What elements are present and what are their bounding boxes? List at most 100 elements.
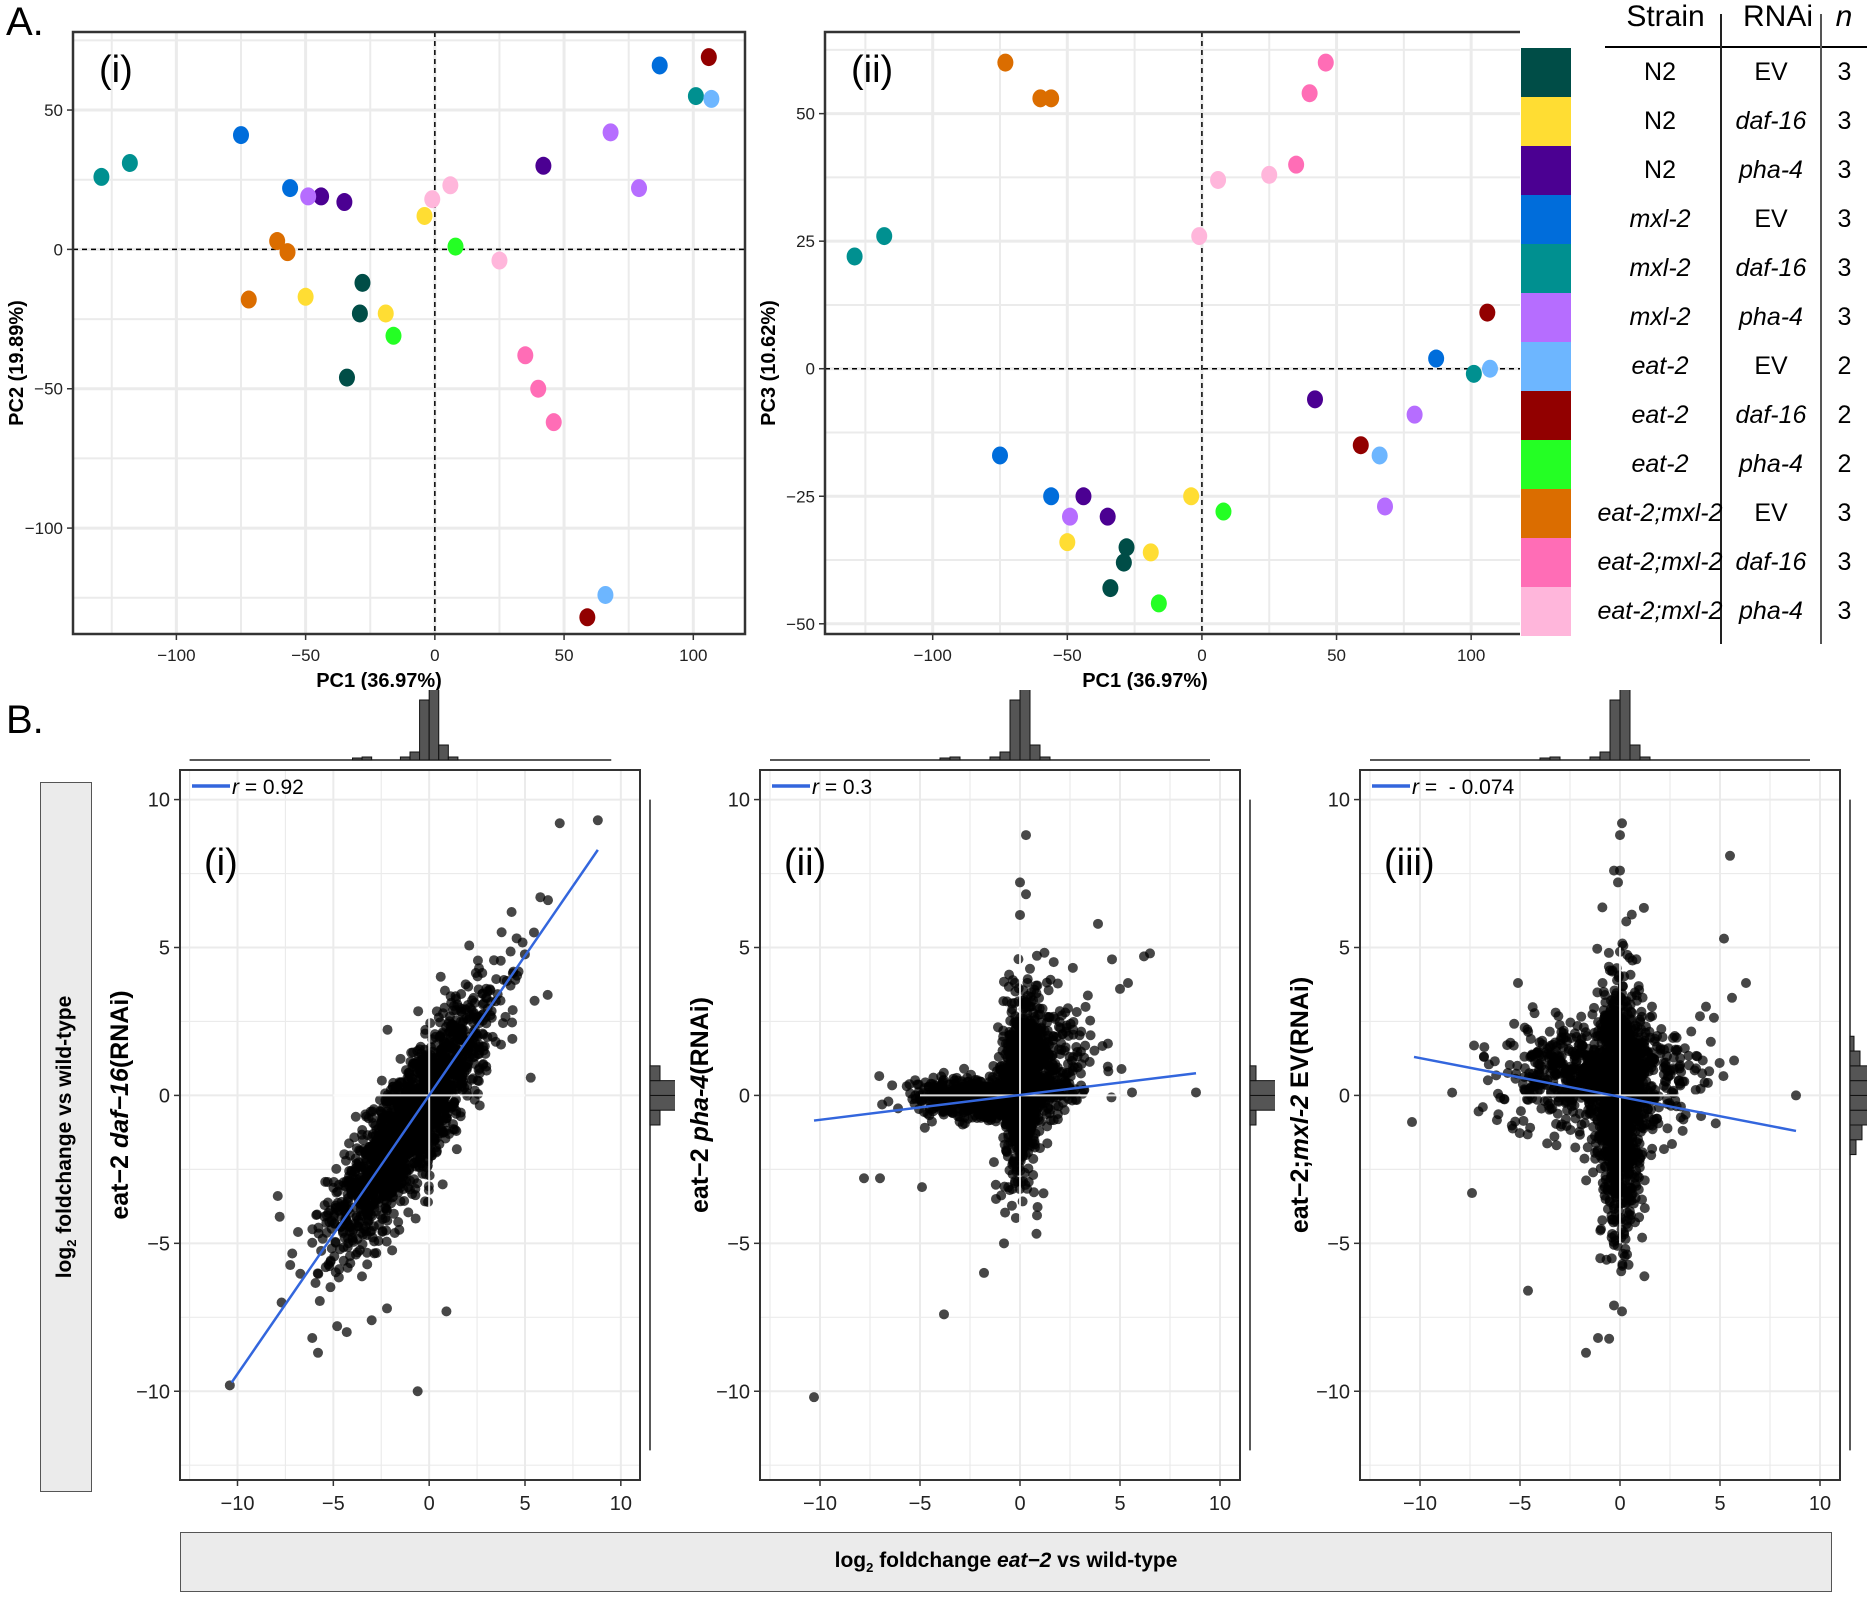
data-point (1031, 950, 1042, 961)
data-point (1579, 1118, 1590, 1129)
data-point-outlier (1015, 877, 1025, 888)
pca-point (997, 53, 1014, 72)
data-point (946, 1106, 957, 1117)
data-point (1000, 1207, 1011, 1218)
data-point (1102, 1061, 1113, 1072)
regression-line (813, 1071, 1197, 1122)
pca-point (336, 193, 353, 212)
y-axis-title: eat−2 daf−16(RNAi) (106, 990, 134, 1219)
data-point (1609, 985, 1620, 996)
data-point (464, 940, 475, 951)
panel-b-label: B. (6, 698, 44, 742)
data-point (456, 1007, 467, 1018)
data-point (379, 1176, 390, 1187)
data-point-outlier (1021, 830, 1031, 841)
legend-strain-cell: eat-2 (1631, 401, 1689, 429)
pca-point (631, 179, 648, 198)
data-point (367, 1131, 378, 1142)
data-point (1028, 1187, 1039, 1198)
data-point (358, 1144, 369, 1155)
data-point-outlier (1139, 951, 1149, 962)
shared-y-axis-title-strip: log2 foldchange vs wild-type (40, 782, 92, 1492)
legend-rnai-cell: pha-4 (1739, 156, 1803, 184)
data-point (1031, 988, 1042, 999)
data-point (1106, 1092, 1117, 1103)
data-point (1033, 1056, 1044, 1067)
data-point (437, 1179, 448, 1190)
y-axis-title-part: (RNAi) (106, 990, 134, 1068)
data-point (1551, 1140, 1562, 1151)
data-point (505, 946, 516, 957)
data-point (1076, 1059, 1087, 1070)
data-point (1045, 1104, 1056, 1115)
data-point (507, 1017, 518, 1028)
pca-point (1406, 405, 1423, 424)
data-point-outlier (474, 963, 484, 974)
data-point (311, 1210, 322, 1221)
data-point (383, 1130, 394, 1141)
data-point (1072, 1046, 1083, 1057)
data-point-outlier (313, 1347, 323, 1358)
legend-rnai-cell: pha-4 (1739, 303, 1803, 331)
data-point (459, 1067, 470, 1078)
panel-sublabel: (i) (204, 842, 238, 884)
data-point (410, 1161, 421, 1172)
data-point (1031, 1228, 1042, 1239)
pca-point (1115, 553, 1132, 572)
data-point (990, 1179, 1001, 1190)
data-point-outlier (859, 1173, 869, 1184)
data-point (1621, 916, 1632, 927)
data-point (370, 1120, 381, 1131)
data-point (1080, 1001, 1091, 1012)
data-point (387, 1245, 398, 1256)
data-point (331, 1163, 342, 1174)
data-point (445, 1033, 456, 1044)
top-histogram-bar (989, 756, 1001, 761)
pca-point (1288, 155, 1305, 174)
data-point (1033, 1025, 1044, 1036)
pca-point (1428, 349, 1445, 368)
legend-divider-1 (1720, 14, 1722, 644)
data-point (422, 1197, 433, 1208)
y-tick-label: −100 (25, 519, 63, 538)
x-tick-label: −5 (322, 1493, 345, 1515)
x-tick-label: 0 (430, 646, 439, 665)
data-point (400, 1113, 411, 1124)
pca-point (1118, 538, 1135, 557)
data-point (1097, 1041, 1108, 1052)
pca-point (687, 87, 704, 106)
x-tick-label: 0 (1197, 646, 1206, 665)
data-point-outlier (543, 895, 553, 906)
data-point (507, 1005, 518, 1016)
data-point (416, 1076, 427, 1087)
legend-n-cell: 3 (1837, 254, 1852, 282)
pca-point (1150, 594, 1167, 613)
data-point (445, 1021, 456, 1032)
right-histogram-bar (1249, 1094, 1275, 1111)
plot-frame (179, 769, 641, 1481)
data-point (959, 1063, 970, 1074)
data-point (394, 1224, 405, 1235)
data-point-outlier (875, 1173, 885, 1184)
pca-point (1261, 165, 1278, 184)
data-point (410, 1213, 421, 1224)
pca-point (269, 232, 286, 251)
data-point (394, 1099, 405, 1110)
data-point (1042, 1138, 1053, 1149)
data-point (1589, 1027, 1600, 1038)
data-point (1006, 1200, 1017, 1211)
shared-y-axis-title: log2 foldchange vs wild-type (52, 995, 80, 1279)
top-histogram-bar (361, 756, 373, 761)
y-axis-title-part: eat−2 (106, 1148, 134, 1220)
data-point (358, 1223, 369, 1234)
legend-swatch (1521, 48, 1571, 97)
pca-point (876, 227, 893, 246)
x-tick-label: 100 (679, 646, 707, 665)
data-point (1056, 1038, 1067, 1049)
data-point (425, 1018, 436, 1029)
pca-point (846, 247, 863, 266)
correlation-value: = 0.3 (819, 776, 872, 799)
data-point (393, 1217, 404, 1227)
data-point (478, 998, 489, 1009)
pca-point (1191, 227, 1208, 246)
